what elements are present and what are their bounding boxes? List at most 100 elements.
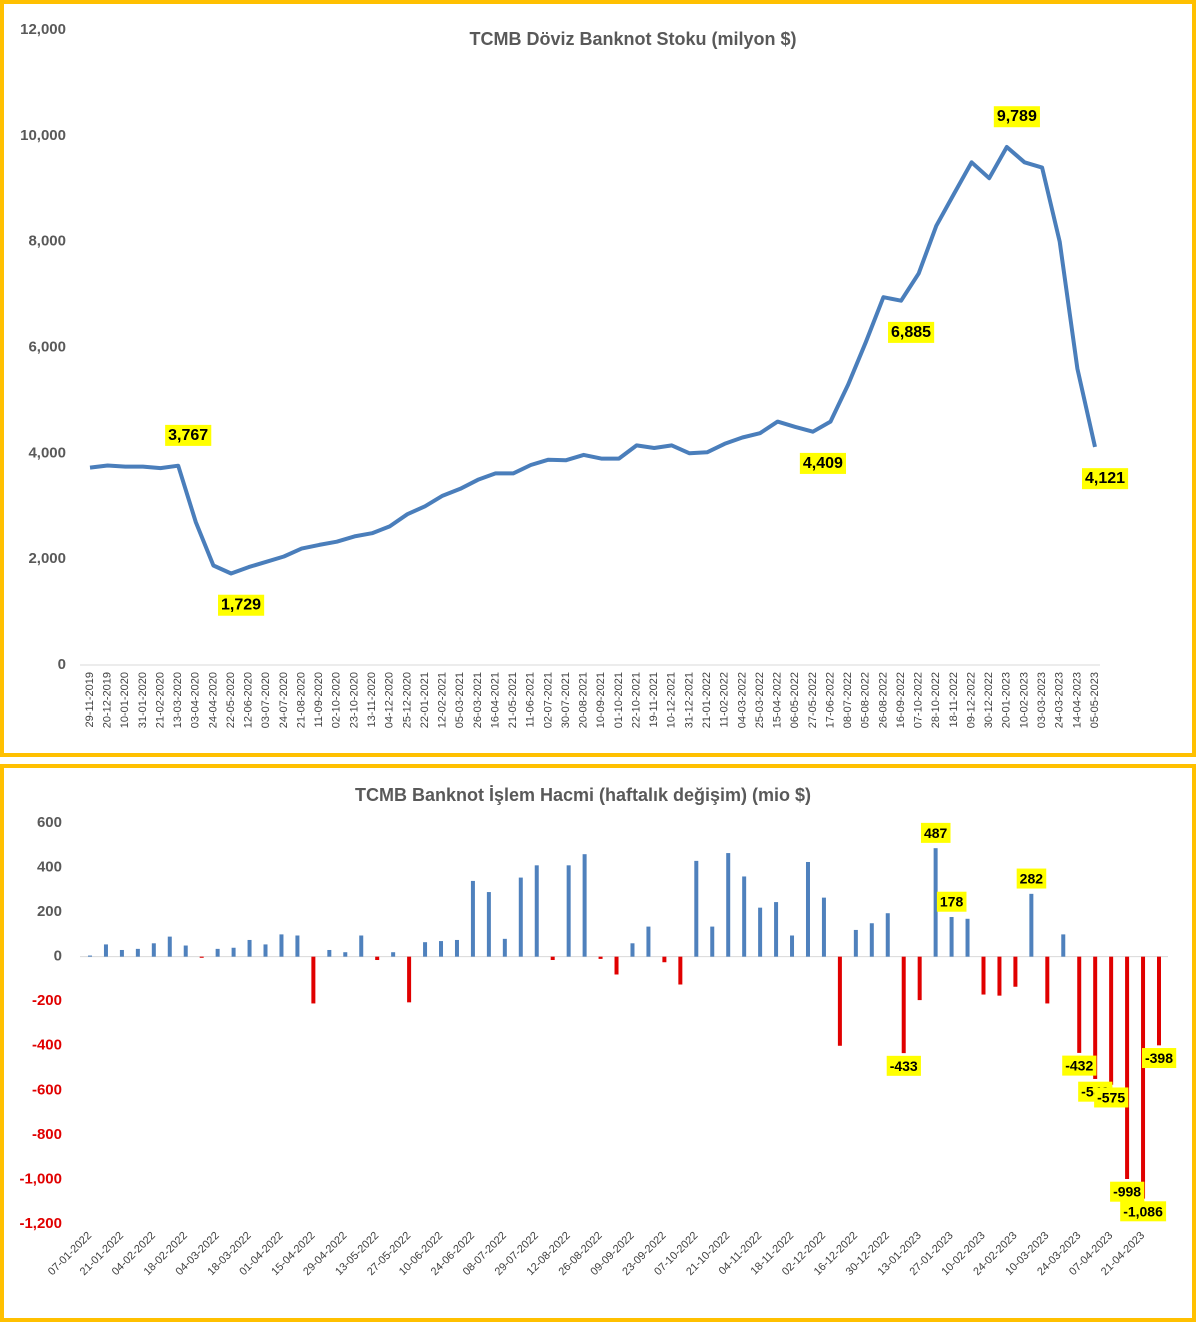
bar [790,935,795,957]
bar [311,956,316,1004]
x-tick-label: 11-02-2022 [719,672,731,727]
bar [694,860,699,957]
x-tick-label: 16-04-2021 [489,672,501,728]
y-tick-label: -1,200 [19,1215,62,1232]
bar [550,956,555,961]
x-tick-label: 02-10-2020 [331,672,343,728]
y-tick-label: 2,000 [28,550,66,567]
bar [454,939,459,957]
x-tick-label: 31-12-2021 [683,672,695,728]
chart-frame [0,764,1196,1322]
x-tick-label: 25-03-2022 [754,672,766,728]
value-label: 487 [924,825,948,841]
x-tick-label: 10-12-2021 [666,672,678,728]
bar [486,892,491,957]
label-box [920,822,951,843]
x-tick-label: 12-06-2020 [243,672,255,728]
bar [678,956,683,985]
y-tick-label: -600 [32,1081,62,1098]
value-label: -575 [1097,1089,1125,1105]
bar [423,942,428,957]
value-label: 178 [940,894,964,910]
x-tick-label: 05-03-2021 [454,672,466,728]
bar [215,948,220,957]
bar [151,943,156,957]
x-tick-label: 27-05-2022 [807,672,819,728]
x-tick-label: 03-07-2020 [260,672,272,728]
x-tick-label: 06-05-2022 [789,672,801,728]
x-tick-label: 03-03-2023 [1036,672,1048,728]
y-tick-label: -1,000 [19,1170,62,1187]
x-tick-label: 26-03-2021 [472,672,484,728]
x-tick-label: 20-12-2019 [102,672,114,728]
x-tick-label: 21-08-2020 [295,672,307,728]
label-box [1120,1201,1167,1222]
bar [1045,956,1050,1004]
bar [885,913,890,957]
x-tick-label: 13-11-2020 [366,672,378,727]
bar [901,956,906,1054]
bar [231,947,236,957]
x-tick-label: 01-10-2021 [613,672,625,728]
x-tick-label: 03-04-2020 [190,672,202,728]
label-box [1094,1087,1129,1108]
bar [662,956,667,963]
x-tick-label: 10-01-2020 [119,672,131,728]
x-tick-label: 24-04-2020 [207,672,219,728]
label-box [888,321,935,343]
bar [183,945,188,957]
bar [710,926,715,957]
bar [327,949,332,957]
bar [742,876,747,957]
bar [263,944,268,957]
x-tick-label: 21-05-2021 [507,672,519,728]
x-tick-label: 04-12-2020 [384,672,396,728]
label-box [799,452,847,474]
value-label: 9,789 [997,108,1037,125]
y-tick-label: 600 [37,814,62,831]
x-tick-label: 17-06-2022 [824,672,836,728]
label-box [1016,868,1047,889]
y-tick-label: 200 [37,903,62,920]
bar [135,948,140,957]
y-tick-label: -800 [32,1126,62,1143]
value-label: -1,086 [1123,1203,1163,1219]
x-tick-label: 18-11-2022 [948,672,960,727]
label-box [218,594,265,616]
x-tick-label: 20-01-2023 [1001,672,1013,728]
bar [103,944,108,957]
x-tick-label: 10-02-2023 [1018,672,1030,728]
bar [518,877,523,957]
x-tick-label: 16-09-2022 [895,672,907,728]
label-box [1081,468,1129,490]
y-tick-label: 8,000 [28,233,66,250]
x-tick-label: 30-12-2022 [983,672,995,728]
value-label: 6,885 [891,324,931,341]
x-tick-label: 22-01-2021 [419,672,431,728]
value-label: 4,409 [803,455,843,472]
x-tick-label: 14-04-2023 [1071,672,1083,728]
bar [598,956,603,959]
x-tick-label: 23-10-2020 [348,672,360,728]
label-box [1110,1181,1145,1202]
chart-title: TCMB Banknot İşlem Hacmi (haftalık değiş… [355,785,811,805]
y-tick-label: -200 [32,992,62,1009]
chart-frame [0,0,1196,757]
value-label: 282 [1020,871,1044,887]
bar [391,952,396,957]
x-tick-label: 21-01-2022 [701,672,713,728]
bar [534,865,539,957]
y-tick-label: 10,000 [20,127,66,144]
bar [1029,893,1034,957]
value-label: 4,121 [1085,470,1125,487]
bar [949,917,954,957]
bar [167,936,172,957]
bar [566,865,571,957]
x-tick-label: 24-03-2023 [1054,672,1066,728]
x-tick-label: 30-07-2021 [560,672,572,728]
bar [88,955,92,957]
bar [279,934,284,957]
bar [853,929,858,957]
x-tick-label: 07-10-2022 [913,672,925,728]
label-box [993,106,1040,128]
